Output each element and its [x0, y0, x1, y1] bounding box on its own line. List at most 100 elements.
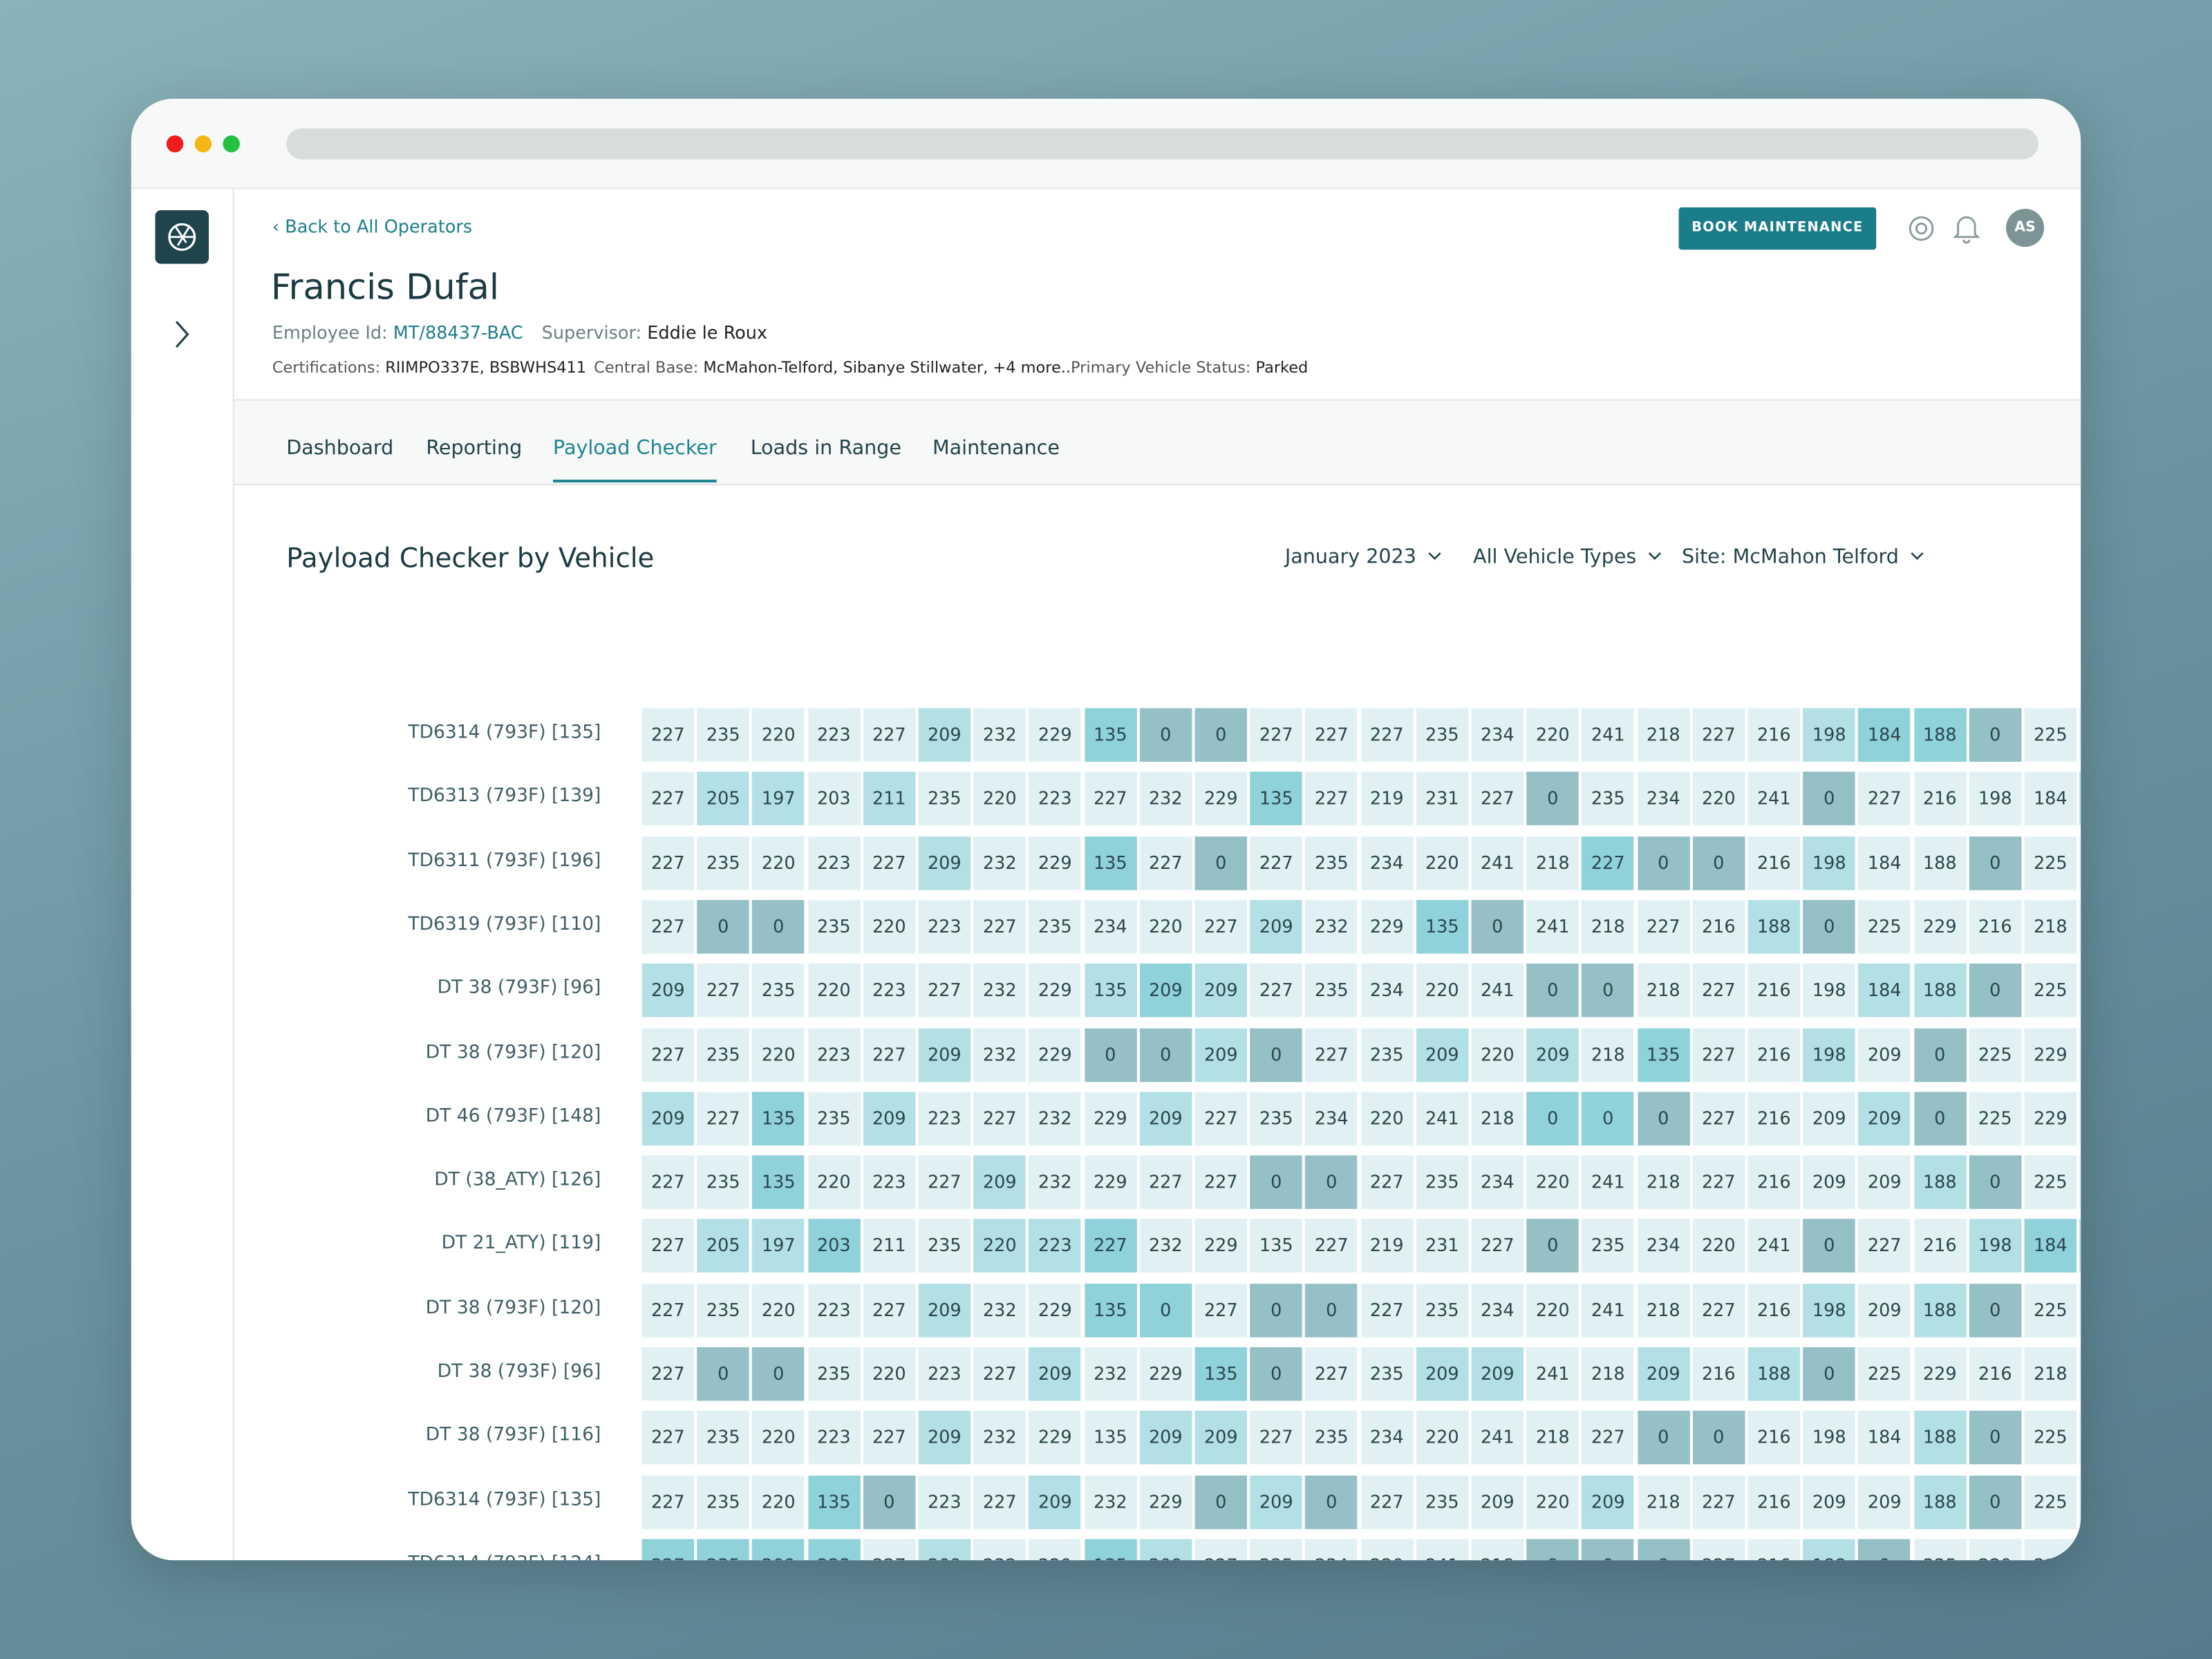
- payload-cell[interactable]: 227: [1194, 1283, 1248, 1338]
- payload-cell[interactable]: 135: [1084, 1539, 1137, 1561]
- payload-cell[interactable]: 232: [1139, 771, 1192, 826]
- payload-cell[interactable]: 241: [1582, 1283, 1635, 1338]
- payload-cell[interactable]: 235: [1416, 708, 1469, 762]
- payload-cell[interactable]: 227: [918, 964, 971, 1018]
- payload-cell[interactable]: 227: [1692, 1091, 1745, 1145]
- payload-cell[interactable]: 0: [1084, 1027, 1137, 1082]
- payload-cell[interactable]: 216: [2024, 1539, 2077, 1561]
- payload-cell[interactable]: 0: [1913, 1091, 1967, 1145]
- payload-cell[interactable]: 225: [2024, 1155, 2077, 1210]
- payload-cell[interactable]: 218: [2079, 1539, 2081, 1561]
- payload-cell[interactable]: 209: [1416, 1347, 1469, 1401]
- payload-cell[interactable]: 220: [752, 1474, 805, 1529]
- payload-cell[interactable]: 229: [1084, 1155, 1137, 1210]
- payload-cell[interactable]: 235: [697, 708, 750, 762]
- payload-cell[interactable]: 198: [1803, 1411, 1856, 1465]
- payload-cell[interactable]: 223: [863, 1155, 916, 1210]
- expand-icon[interactable]: [171, 319, 194, 350]
- payload-cell[interactable]: 216: [1747, 1539, 1801, 1561]
- payload-cell[interactable]: 216: [1747, 1027, 1801, 1082]
- payload-cell[interactable]: 0: [1305, 1155, 1358, 1210]
- payload-cell[interactable]: 235: [1416, 1474, 1469, 1529]
- filter-dropdown[interactable]: January 2023: [1285, 546, 1445, 568]
- payload-cell[interactable]: 227: [1692, 708, 1745, 762]
- payload-cell[interactable]: 0: [1969, 1283, 2022, 1338]
- payload-cell[interactable]: 229: [1029, 1411, 1082, 1465]
- payload-cell[interactable]: 229: [1139, 1347, 1192, 1401]
- payload-cell[interactable]: 198: [1969, 1219, 2022, 1273]
- payload-cell[interactable]: 227: [641, 771, 695, 826]
- payload-cell[interactable]: 232: [2079, 1347, 2081, 1401]
- payload-cell[interactable]: 227: [1194, 1539, 1248, 1561]
- payload-cell[interactable]: 223: [807, 836, 861, 890]
- payload-cell[interactable]: 0: [1969, 964, 2022, 1018]
- payload-cell[interactable]: 235: [918, 1219, 971, 1273]
- payload-cell[interactable]: 227: [641, 1411, 695, 1465]
- payload-cell[interactable]: 223: [918, 1091, 971, 1145]
- payload-cell[interactable]: 229: [2079, 964, 2081, 1018]
- payload-cell[interactable]: 229: [2024, 1091, 2077, 1145]
- payload-cell[interactable]: 209: [1194, 1411, 1248, 1465]
- payload-cell[interactable]: 227: [863, 708, 916, 762]
- payload-cell[interactable]: 205: [697, 771, 750, 826]
- payload-cell[interactable]: 235: [1250, 1539, 1303, 1561]
- payload-cell[interactable]: 188: [1803, 1539, 1856, 1561]
- payload-cell[interactable]: 227: [1692, 1474, 1745, 1529]
- payload-cell[interactable]: 0: [1526, 1091, 1580, 1145]
- payload-cell[interactable]: 209: [1250, 1474, 1303, 1529]
- payload-cell[interactable]: 216: [1913, 1219, 1967, 1273]
- payload-cell[interactable]: 235: [807, 1091, 861, 1145]
- payload-cell[interactable]: 225: [2024, 1283, 2077, 1338]
- payload-cell[interactable]: 223: [918, 1347, 971, 1401]
- payload-cell[interactable]: 0: [752, 899, 805, 954]
- payload-cell[interactable]: 227: [641, 1474, 695, 1529]
- payload-cell[interactable]: 135: [1416, 899, 1469, 954]
- payload-cell[interactable]: 0: [1803, 1219, 1856, 1273]
- payload-cell[interactable]: 225: [2024, 964, 2077, 1018]
- payload-cell[interactable]: 235: [697, 1155, 750, 1210]
- payload-cell[interactable]: 227: [1692, 1155, 1745, 1210]
- payload-cell[interactable]: 184: [1858, 964, 1911, 1018]
- payload-cell[interactable]: 223: [807, 708, 861, 762]
- payload-cell[interactable]: 227: [863, 1283, 916, 1338]
- payload-cell[interactable]: 220: [1416, 964, 1469, 1018]
- payload-cell[interactable]: 225: [1858, 899, 1911, 954]
- payload-cell[interactable]: 209: [973, 1155, 1027, 1210]
- payload-cell[interactable]: 0: [1803, 1347, 1856, 1401]
- payload-cell[interactable]: 0: [1803, 771, 1856, 826]
- payload-cell[interactable]: 0: [1139, 708, 1192, 762]
- payload-cell[interactable]: 0: [1582, 1539, 1635, 1561]
- payload-cell[interactable]: 0: [1139, 1027, 1192, 1082]
- payload-cell[interactable]: 184: [2024, 1219, 2077, 1273]
- payload-cell[interactable]: 220: [1139, 899, 1192, 954]
- tab[interactable]: Payload Checker: [552, 437, 717, 460]
- payload-cell[interactable]: 223: [918, 1474, 971, 1529]
- payload-cell[interactable]: 223: [807, 1411, 861, 1465]
- payload-cell[interactable]: 227: [973, 1091, 1027, 1145]
- payload-cell[interactable]: 227: [1360, 1474, 1414, 1529]
- payload-cell[interactable]: 223: [1029, 771, 1082, 826]
- payload-cell[interactable]: 225: [2024, 1474, 2077, 1529]
- payload-cell[interactable]: 235: [1416, 1283, 1469, 1338]
- payload-cell[interactable]: 229: [1029, 1539, 1082, 1561]
- payload-cell[interactable]: 184: [2024, 771, 2077, 826]
- payload-cell[interactable]: 227: [1582, 1411, 1635, 1465]
- payload-cell[interactable]: 220: [807, 1155, 861, 1210]
- payload-cell[interactable]: 218: [1582, 899, 1635, 954]
- payload-cell[interactable]: 220: [973, 1219, 1027, 1273]
- payload-cell[interactable]: 227: [863, 836, 916, 890]
- payload-cell[interactable]: 220: [973, 771, 1027, 826]
- payload-cell[interactable]: 232: [973, 708, 1027, 762]
- payload-cell[interactable]: 216: [1969, 899, 2022, 954]
- payload-cell[interactable]: 227: [1305, 708, 1358, 762]
- payload-cell[interactable]: 209: [1194, 1027, 1248, 1082]
- payload-cell[interactable]: 209: [1029, 1347, 1082, 1401]
- payload-cell[interactable]: 135: [1194, 1347, 1248, 1401]
- payload-cell[interactable]: 184: [1858, 708, 1911, 762]
- payload-cell[interactable]: 209: [1416, 1027, 1469, 1082]
- payload-cell[interactable]: 232: [1084, 1347, 1137, 1401]
- payload-cell[interactable]: 220: [1526, 708, 1580, 762]
- payload-cell[interactable]: 241: [1582, 1155, 1635, 1210]
- payload-cell[interactable]: 218: [1526, 1411, 1580, 1465]
- payload-cell[interactable]: 227: [1692, 964, 1745, 1018]
